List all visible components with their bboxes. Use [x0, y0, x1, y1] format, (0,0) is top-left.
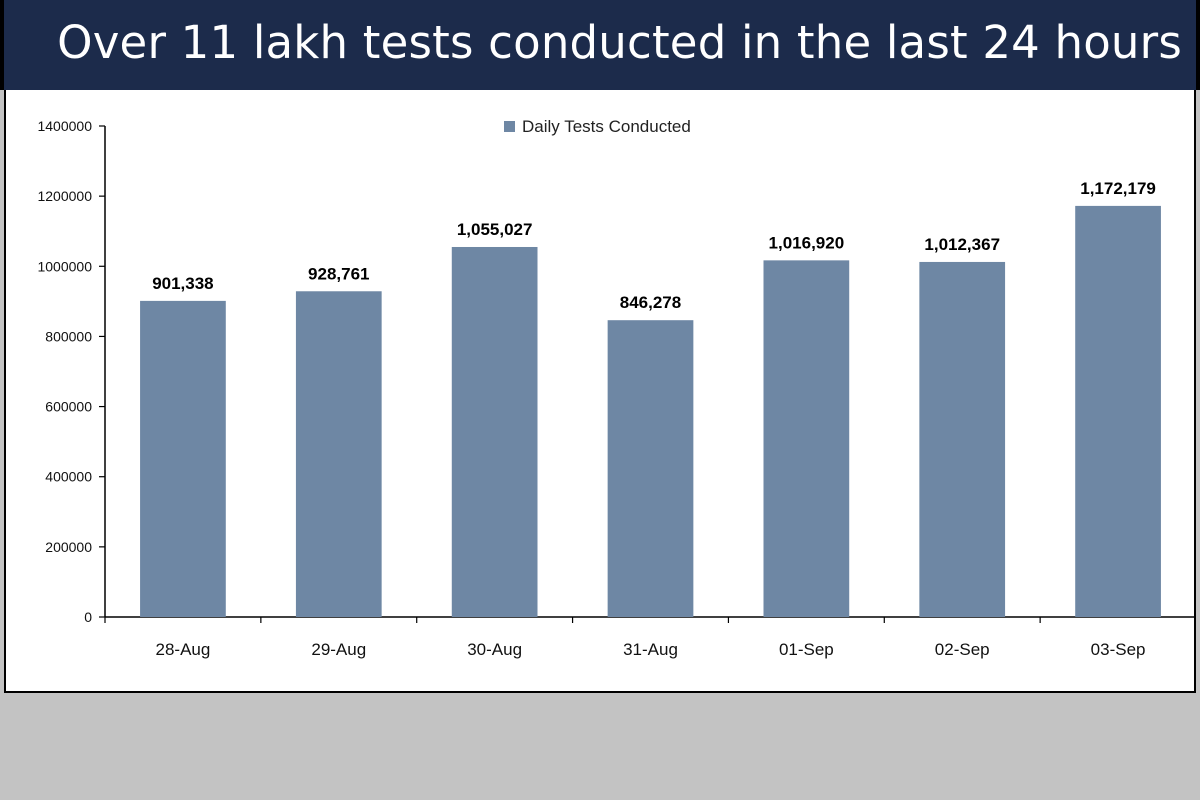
bar-chart: 0 200000 400000 600000 800000 1000000 1200000 1…: [37, 117, 1194, 659]
data-label: 1,016,920: [769, 233, 845, 252]
data-label: 901,338: [152, 274, 213, 293]
title-bar: Over 11 lakh tests conducted in the last…: [0, 0, 1200, 90]
chart-panel: 0 200000 400000 600000 800000 1000000 1200000 1…: [4, 90, 1196, 693]
bar: [140, 300, 226, 617]
x-category-label: 03-Sep: [1091, 640, 1146, 659]
x-axis: 28-Aug 29-Aug 30-Aug 31-Aug 01-Sep 02-Sep 03-S…: [104, 616, 1194, 659]
y-tick-label: 1000000: [37, 258, 92, 274]
data-label: 1,055,027: [457, 220, 533, 239]
bar: [763, 260, 850, 617]
legend: Daily Tests Conducted: [504, 117, 691, 136]
y-tick-label: 200000: [45, 539, 92, 555]
y-tick-label: 1400000: [37, 118, 92, 134]
bar: [451, 246, 538, 618]
slide: Over 11 lakh tests conducted in the last…: [0, 0, 1200, 693]
page-title: Over 11 lakh tests conducted in the last…: [57, 16, 1182, 69]
data-label: 1,172,179: [1080, 179, 1156, 198]
y-tick-label: 1200000: [37, 188, 92, 204]
data-label: 928,761: [308, 264, 369, 283]
data-label: 846,278: [620, 293, 681, 312]
x-category-label: 30-Aug: [467, 640, 522, 659]
y-axis: 0 200000 400000 600000 800000 1000000 1200000 1…: [37, 118, 106, 625]
data-labels: 901,338 928,761 1,055,027 846,278 1,016,920 1…: [152, 179, 1156, 312]
legend-swatch: [504, 121, 515, 132]
y-tick-label: 800000: [45, 328, 92, 344]
x-category-label: 28-Aug: [156, 640, 211, 659]
y-tick-label: 0: [84, 609, 92, 625]
legend-label: Daily Tests Conducted: [522, 117, 691, 136]
data-label: 1,012,367: [924, 235, 1000, 254]
bar: [607, 320, 694, 617]
y-tick-label: 600000: [45, 399, 92, 415]
bar: [295, 291, 382, 617]
bar: [919, 261, 1006, 617]
bars: [140, 205, 1161, 618]
bar: [1075, 205, 1161, 617]
y-tick-label: 400000: [45, 469, 92, 485]
x-category-label: 31-Aug: [623, 640, 678, 659]
x-category-label: 01-Sep: [779, 640, 834, 659]
x-category-label: 02-Sep: [935, 640, 990, 659]
x-category-label: 29-Aug: [311, 640, 366, 659]
